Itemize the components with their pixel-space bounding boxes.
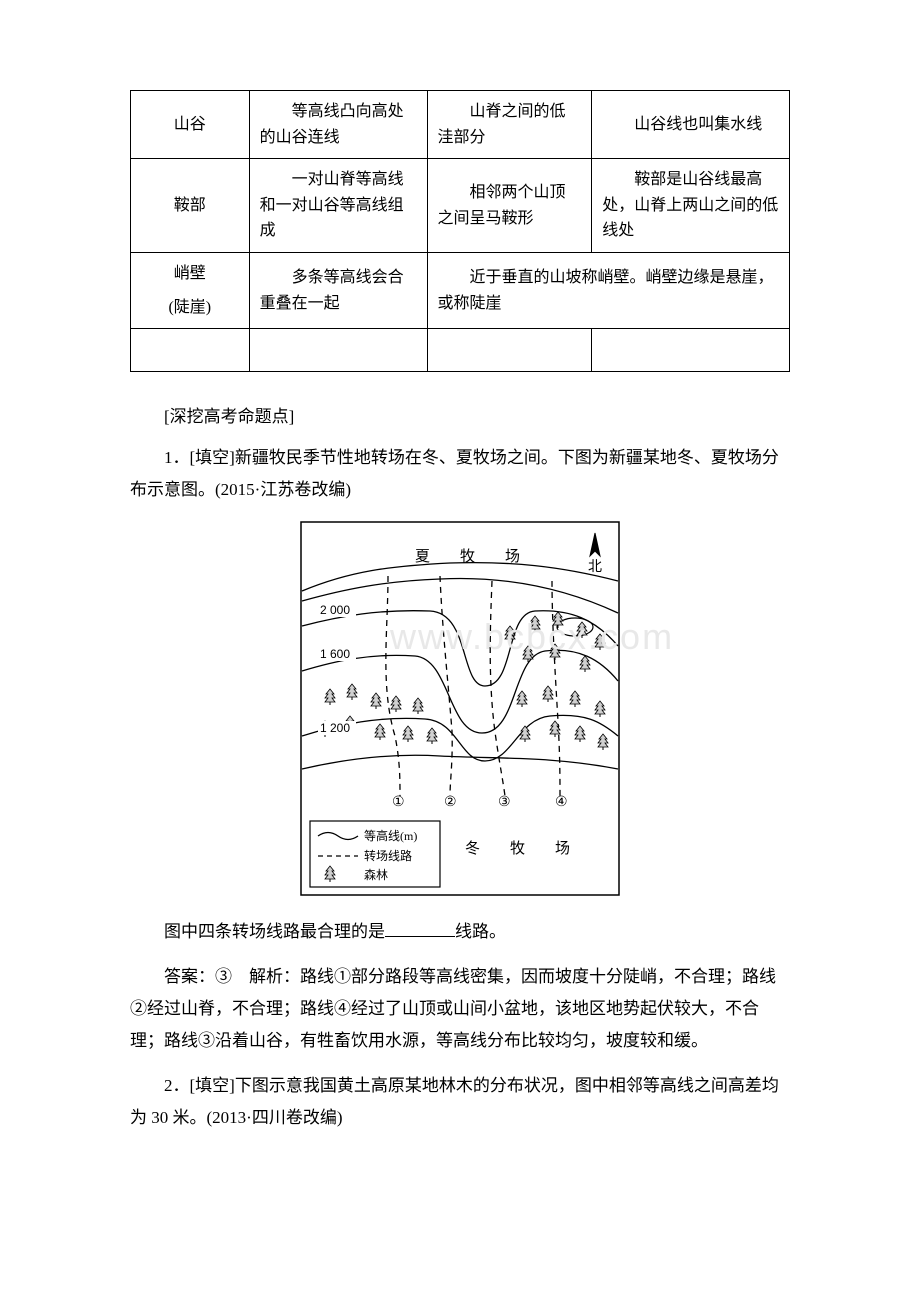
svg-text:1 600: 1 600 <box>320 647 350 661</box>
cell: 近于垂直的山坡称峭壁。峭壁边缘是悬崖，或称陡崖 <box>427 252 789 328</box>
svg-text:①: ① <box>392 795 405 810</box>
row-label: 峭壁 (陡崖) <box>131 252 250 328</box>
table-row-empty <box>131 329 790 372</box>
cell: 一对山脊等高线和一对山谷等高线组成 <box>249 159 427 253</box>
svg-text:等高线(m): 等高线(m) <box>364 828 417 843</box>
cell: 等高线凸向高处的山谷连线 <box>249 91 427 159</box>
answer-text: 答案：③ 解析：路线①部分路段等高线密集，因而坡度十分陡峭，不合理；路线②经过山… <box>130 961 790 1058</box>
table-row: 山谷 等高线凸向高处的山谷连线 山脊之间的低洼部分 山谷线也叫集水线 <box>131 91 790 159</box>
svg-text:2 000: 2 000 <box>320 603 350 617</box>
svg-text:③: ③ <box>498 795 511 810</box>
map-diagram: www.bcbcx.com 北2 0001 6001 200夏 牧 场冬 牧 场… <box>300 521 620 901</box>
row-label: 鞍部 <box>131 159 250 253</box>
svg-text:夏 牧 场: 夏 牧 场 <box>415 548 520 565</box>
question-ask: 图中四条转场线路最合理的是 线路。 <box>130 916 790 948</box>
cell: 鞍部是山谷线最高处，山脊上两山之间的低线处 <box>592 159 790 253</box>
terrain-table: 山谷 等高线凸向高处的山谷连线 山脊之间的低洼部分 山谷线也叫集水线 鞍部 一对… <box>130 90 790 372</box>
table-row: 峭壁 (陡崖) 多条等高线会合重叠在一起 近于垂直的山坡称峭壁。峭壁边缘是悬崖，… <box>131 252 790 328</box>
svg-text:森林: 森林 <box>364 867 388 882</box>
blank-underline <box>385 919 455 938</box>
cell-empty <box>427 329 592 372</box>
cell: 山脊之间的低洼部分 <box>427 91 592 159</box>
cell-empty <box>249 329 427 372</box>
svg-text:转场线路: 转场线路 <box>364 848 412 863</box>
table-row: 鞍部 一对山脊等高线和一对山谷等高线组成 相邻两个山顶之间呈马鞍形 鞍部是山谷线… <box>131 159 790 253</box>
svg-text:④: ④ <box>555 795 568 810</box>
ask-prefix: 图中四条转场线路最合理的是 <box>164 922 385 941</box>
svg-text:1 200: 1 200 <box>320 721 350 735</box>
svg-text:②: ② <box>444 795 457 810</box>
cell: 山谷线也叫集水线 <box>592 91 790 159</box>
contour-map-svg: 北 2 000 1 600 1 200 夏 牧 场冬 牧 场 ① ② ③ ④ 等高线(m) 转场线路… <box>300 521 620 896</box>
svg-text:冬 牧 场: 冬 牧 场 <box>465 840 570 857</box>
cell: 相邻两个山顶之间呈马鞍形 <box>427 159 592 253</box>
cell-empty <box>592 329 790 372</box>
svg-text:北: 北 <box>588 559 602 575</box>
question-stem: 1．[填空]新疆牧民季节性地转场在冬、夏牧场之间。下图为新疆某地冬、夏牧场分布示… <box>130 442 790 507</box>
label-line: 峭壁 <box>141 261 239 287</box>
ask-suffix: 线路。 <box>455 922 506 941</box>
question-stem: 2．[填空]下图示意我国黄土高原某地林木的分布状况，图中相邻等高线之间高差均为 … <box>130 1070 790 1135</box>
cell: 多条等高线会合重叠在一起 <box>249 252 427 328</box>
cell-empty <box>131 329 250 372</box>
section-heading: [深挖高考命题点] <box>130 402 790 427</box>
label-line: (陡崖) <box>141 295 239 321</box>
row-label: 山谷 <box>131 91 250 159</box>
